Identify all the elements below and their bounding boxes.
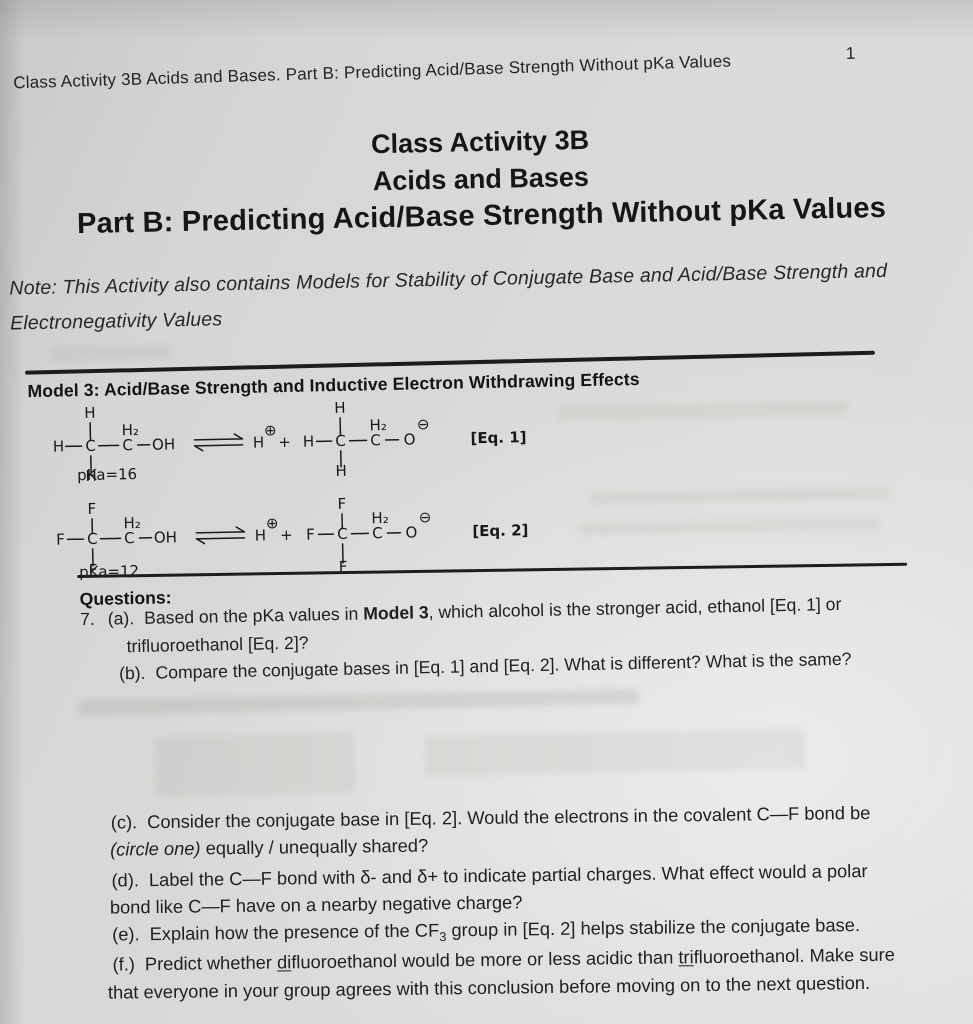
question-7d-line1: (d). Label the C—F bond with δ- and δ+ to… xyxy=(111,860,867,892)
atom-label: F xyxy=(87,500,96,518)
question-7f-line2: that everyone in your group agrees with … xyxy=(107,971,871,1003)
atom-label: H xyxy=(303,432,315,450)
question-7f-label: (f.) xyxy=(112,953,136,975)
atom-label: ⊖ xyxy=(417,415,430,433)
atom-label: F xyxy=(89,561,98,579)
question-7e-line: (e). Explain how the presence of the CF3 … xyxy=(112,914,860,946)
atom-label: H xyxy=(335,462,347,480)
atom-label: H₂ xyxy=(123,514,141,532)
atom-label: H xyxy=(253,433,265,451)
question-7e-label: (e). xyxy=(112,923,140,945)
question-7d-label: (d). xyxy=(111,869,140,891)
atom-label: [Eq. 2] xyxy=(472,521,528,540)
atom-label: ⊕ xyxy=(264,421,277,439)
atom-label: C xyxy=(85,437,96,455)
question-7c-line1: (c). Consider the conjugate base in [Eq. … xyxy=(111,802,871,834)
atom-label: C xyxy=(337,525,348,543)
atom-label: C xyxy=(124,529,135,547)
bond-line xyxy=(235,526,246,533)
atom-label: ⊕ xyxy=(266,514,279,532)
atom-label: H xyxy=(85,467,97,485)
atom-label: H₂ xyxy=(371,509,389,527)
atom-label: C xyxy=(335,432,346,450)
circle-one-italic: (circle one) xyxy=(109,837,201,860)
atom-label: OH xyxy=(154,528,177,546)
question-7c-text2: equally / unequally shared? xyxy=(200,834,429,859)
atom-label: H xyxy=(53,437,65,455)
atom-label: C xyxy=(122,436,133,454)
question-7c-line2: (circle one) equally / unequally shared? xyxy=(110,835,428,861)
atom-label: F xyxy=(337,495,346,513)
bond-line xyxy=(195,538,206,545)
atom-label: H₂ xyxy=(369,416,387,434)
question-7f-line1: (f.) Predict whether difluoroethanol woul… xyxy=(112,944,895,976)
atom-label: F xyxy=(306,525,315,543)
bond-line xyxy=(193,445,204,452)
atom-label: C xyxy=(87,530,98,548)
atom-label: H xyxy=(334,399,346,417)
atom-label: + xyxy=(278,433,291,451)
atom-label: H₂ xyxy=(121,421,139,439)
atom-label: F xyxy=(56,530,65,548)
atom-label: O xyxy=(403,430,415,448)
atom-label: O xyxy=(405,523,417,541)
atom-label: [Eq. 1] xyxy=(470,428,526,447)
bond-line xyxy=(193,444,244,447)
atom-label: + xyxy=(280,526,293,544)
question-7d-text1: Label the C—F bond with δ- and δ+ to ind… xyxy=(148,859,868,891)
atom-label: C xyxy=(372,524,383,542)
question-7f-text: Predict whether difluoroethanol would be… xyxy=(144,943,895,975)
atom-label: H xyxy=(255,526,267,544)
atom-label: ⊖ xyxy=(419,508,432,526)
atom-label: OH xyxy=(152,435,175,453)
bond-line xyxy=(195,531,246,534)
atom-label: pKa=16 xyxy=(77,465,137,484)
bond-line xyxy=(193,438,244,441)
question-7c-text1: Consider the conjugate base in [Eq. 2]. … xyxy=(147,801,871,833)
bond-line xyxy=(195,537,246,540)
atom-label: C xyxy=(370,431,381,449)
question-7e-text: Explain how the presence of the CF3 grou… xyxy=(149,914,861,945)
atom-label: H xyxy=(84,404,96,422)
question-7c-label: (c). xyxy=(110,811,138,833)
atom-label: F xyxy=(339,558,348,576)
question-7d-line2: bond like C—F have on a nearby negative … xyxy=(109,891,523,918)
bond-line xyxy=(233,433,244,440)
